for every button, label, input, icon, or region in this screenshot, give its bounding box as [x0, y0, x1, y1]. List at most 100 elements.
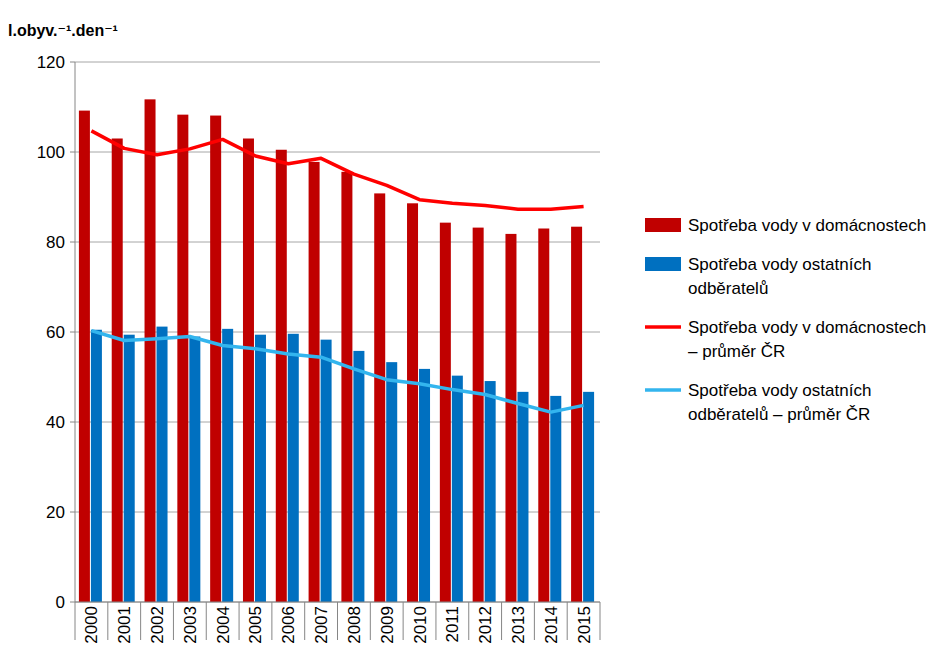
- x-tick-label: 2004: [214, 606, 233, 644]
- legend-label-line: Spotřeba vody ostatních: [688, 381, 871, 400]
- x-tick-label: 2010: [411, 606, 430, 644]
- bar: [210, 116, 221, 602]
- y-tick: [70, 242, 75, 243]
- category-separator: [271, 602, 272, 640]
- legend-label: Spotřeba vody ostatních odběratelů – prům…: [688, 381, 871, 424]
- x-tick-label: 2011: [443, 606, 462, 643]
- line: [91, 331, 583, 412]
- category-separator: [304, 602, 305, 640]
- y-axis-label: l.obyv.⁻¹.den⁻¹: [8, 22, 118, 39]
- bar: [321, 340, 332, 602]
- bar: [505, 234, 516, 602]
- bar: [374, 193, 385, 602]
- category-separator: [567, 602, 568, 640]
- bar: [583, 392, 594, 602]
- bar: [145, 99, 156, 602]
- bar: [341, 172, 352, 602]
- y-tick: [70, 602, 75, 603]
- bar: [288, 334, 299, 602]
- x-tick-label: 2013: [509, 606, 528, 644]
- category-separator: [173, 602, 174, 640]
- legend-label-line: Spotřeba vody v domácnostech: [688, 318, 926, 337]
- y-tick-label: 120: [37, 53, 65, 72]
- x-tick-label: 2012: [476, 606, 495, 644]
- y-tick-label: 20: [46, 503, 65, 522]
- y-tick: [70, 62, 75, 63]
- bar: [452, 376, 463, 602]
- x-tick-label: 2015: [575, 606, 594, 644]
- category-separator: [600, 602, 601, 640]
- bar: [91, 330, 102, 602]
- bar: [112, 139, 123, 603]
- bar: [124, 335, 135, 602]
- legend-label: Spotřeba vody ostatních odběratelů: [688, 255, 871, 298]
- x-tick-label: 2009: [378, 606, 397, 644]
- category-separator: [337, 602, 338, 640]
- legend-swatch: [645, 388, 681, 392]
- bar: [255, 335, 266, 602]
- legend-label-line: – průměr ČR: [688, 342, 785, 361]
- bar: [243, 139, 254, 603]
- x-tick-label: 2006: [279, 606, 298, 644]
- bar: [571, 227, 582, 602]
- bar: [485, 381, 496, 602]
- x-tick-label: 2000: [82, 606, 101, 644]
- bar: [309, 162, 320, 602]
- y-tick: [70, 332, 75, 333]
- bar: [177, 115, 188, 602]
- bar: [440, 223, 451, 602]
- category-separator: [239, 602, 240, 640]
- y-tick: [70, 152, 75, 153]
- bar: [517, 392, 528, 602]
- category-separator: [75, 602, 76, 640]
- bar: [550, 396, 561, 602]
- x-tick-label: 2003: [181, 606, 200, 644]
- legend-swatch: [645, 257, 681, 271]
- bar: [407, 203, 418, 602]
- legend-label-line: odběratelů: [688, 279, 768, 298]
- bar: [79, 111, 90, 602]
- bar: [189, 337, 200, 603]
- x-tick-label: 2008: [345, 606, 364, 644]
- category-separator: [534, 602, 535, 640]
- bar: [222, 329, 233, 602]
- plot-marks: [79, 99, 594, 602]
- category-separator: [206, 602, 207, 640]
- y-tick-label: 100: [37, 143, 65, 162]
- bar: [419, 369, 430, 602]
- y-tick: [70, 422, 75, 423]
- bar: [353, 351, 364, 602]
- category-separator: [107, 602, 108, 640]
- bar: [386, 362, 397, 602]
- legend-label: Spotřeba vody v domácnostech – průměr ČR: [688, 318, 926, 361]
- category-separator: [501, 602, 502, 640]
- line: [91, 131, 583, 209]
- y-tick: [70, 512, 75, 513]
- bar: [473, 228, 484, 602]
- category-separator: [435, 602, 436, 640]
- category-separator: [403, 602, 404, 640]
- legend-label-line: Spotřeba vody v domácnostech: [688, 216, 926, 235]
- category-separator: [370, 602, 371, 640]
- bar: [538, 229, 549, 603]
- category-separator: [140, 602, 141, 640]
- legend-label-line: odběratelů – průměr ČR: [688, 405, 870, 424]
- legend-swatch: [645, 218, 681, 232]
- y-tick-label: 60: [46, 323, 65, 342]
- legend-label: Spotřeba vody v domácnostech: [688, 216, 926, 235]
- category-separator: [468, 602, 469, 640]
- x-tick-label: 2002: [148, 606, 167, 644]
- bar: [157, 327, 168, 602]
- x-tick-label: 2014: [542, 606, 561, 644]
- grid-line: [75, 62, 600, 63]
- y-tick-label: 0: [56, 593, 65, 612]
- x-tick-label: 2007: [312, 606, 331, 644]
- legend-label-line: Spotřeba vody ostatních: [688, 255, 871, 274]
- y-axis: [75, 62, 76, 602]
- legend-swatch: [645, 325, 681, 329]
- background: [0, 0, 945, 665]
- bar: [276, 150, 287, 602]
- x-tick-label: 2005: [246, 606, 265, 644]
- x-tick-label: 2001: [115, 606, 134, 644]
- y-tick-label: 80: [46, 233, 65, 252]
